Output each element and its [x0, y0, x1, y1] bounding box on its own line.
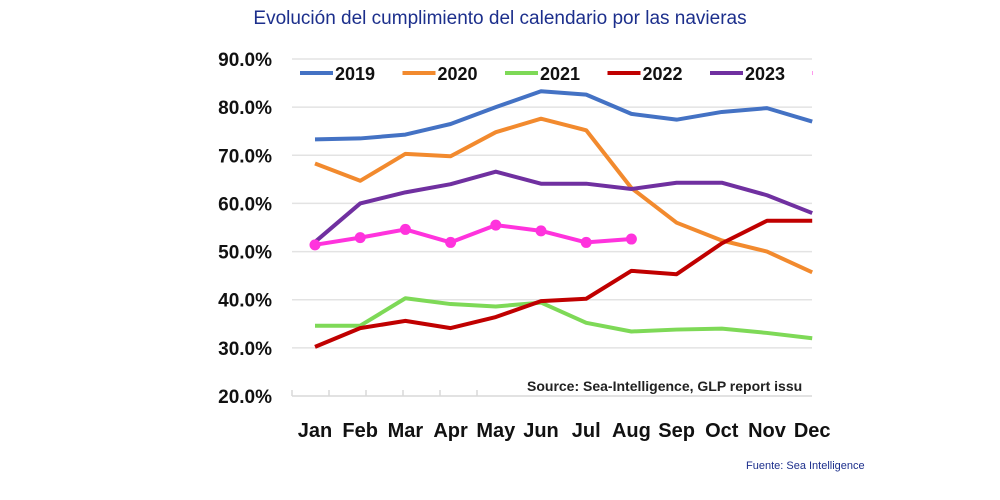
data-point-20 [309, 239, 321, 251]
series-line-2022 [314, 218, 813, 349]
y-tick-label: 80.0% [218, 98, 272, 119]
series-line-2020 [314, 116, 813, 275]
data-point-20 [445, 236, 457, 248]
legend-marker-20 [824, 68, 835, 79]
legend-label-2019: 2019 [335, 64, 375, 84]
data-point-20 [580, 236, 592, 248]
legend-label-2020: 2020 [438, 64, 478, 84]
y-tick-label: 40.0% [218, 291, 272, 312]
x-axis: Jan Feb Mar Apr May Jun Jul Aug Sep Oct Nov Dec [291, 390, 831, 442]
legend-label-2023: 2023 [745, 64, 785, 84]
legend-label-2022: 2022 [643, 64, 683, 84]
x-tick-label: Jul [572, 420, 601, 442]
x-tick-label: Dec [794, 420, 831, 442]
series-line-2021 [315, 296, 813, 341]
x-tick-label: Apr [433, 420, 468, 442]
series-line-20 [314, 223, 632, 247]
data-point-20 [399, 223, 411, 235]
data-point-20 [625, 233, 637, 245]
x-tick-label: Jan [298, 420, 332, 442]
y-tick-label: 50.0% [218, 243, 272, 264]
x-tick-label: Aug [612, 420, 651, 442]
x-tick-label: Sep [658, 420, 695, 442]
y-tick-label: 30.0% [218, 339, 272, 360]
y-tick-label: 70.0% [218, 146, 272, 167]
y-tick-label: 90.0% [218, 50, 272, 71]
data-point-20 [535, 225, 547, 237]
x-tick-label: Mar [388, 420, 424, 442]
legend-label-2021: 2021 [540, 64, 580, 84]
x-tick-label: Jun [523, 420, 559, 442]
footer-source: Fuente: Sea Intelligence [746, 460, 865, 472]
data-point-20 [354, 232, 366, 244]
series-line-2023 [313, 169, 813, 244]
legend: 2019 2020 2021 2022 2023 20 [300, 64, 868, 84]
x-tick-label: Oct [705, 420, 739, 442]
source-annotation: Source: Sea-Intelligence, GLP report iss… [527, 378, 802, 394]
legend-label-20: 20 [848, 64, 868, 84]
x-tick-label: Feb [342, 420, 378, 442]
series-lines [309, 89, 813, 349]
y-tick-label: 20.0% [218, 387, 272, 408]
y-axis: 20.0% 30.0% 40.0% 50.0% 60.0% 70.0% 80.0% 90.0% [218, 50, 272, 408]
x-tick-label: May [476, 420, 516, 442]
gridlines [292, 58, 812, 349]
x-tick-label: Nov [748, 420, 787, 442]
chart-title: Evolución del cumplimiento del calendari… [253, 8, 747, 29]
series-line-2019 [314, 89, 813, 142]
y-tick-label: 60.0% [218, 194, 272, 215]
data-point-20 [490, 219, 502, 231]
